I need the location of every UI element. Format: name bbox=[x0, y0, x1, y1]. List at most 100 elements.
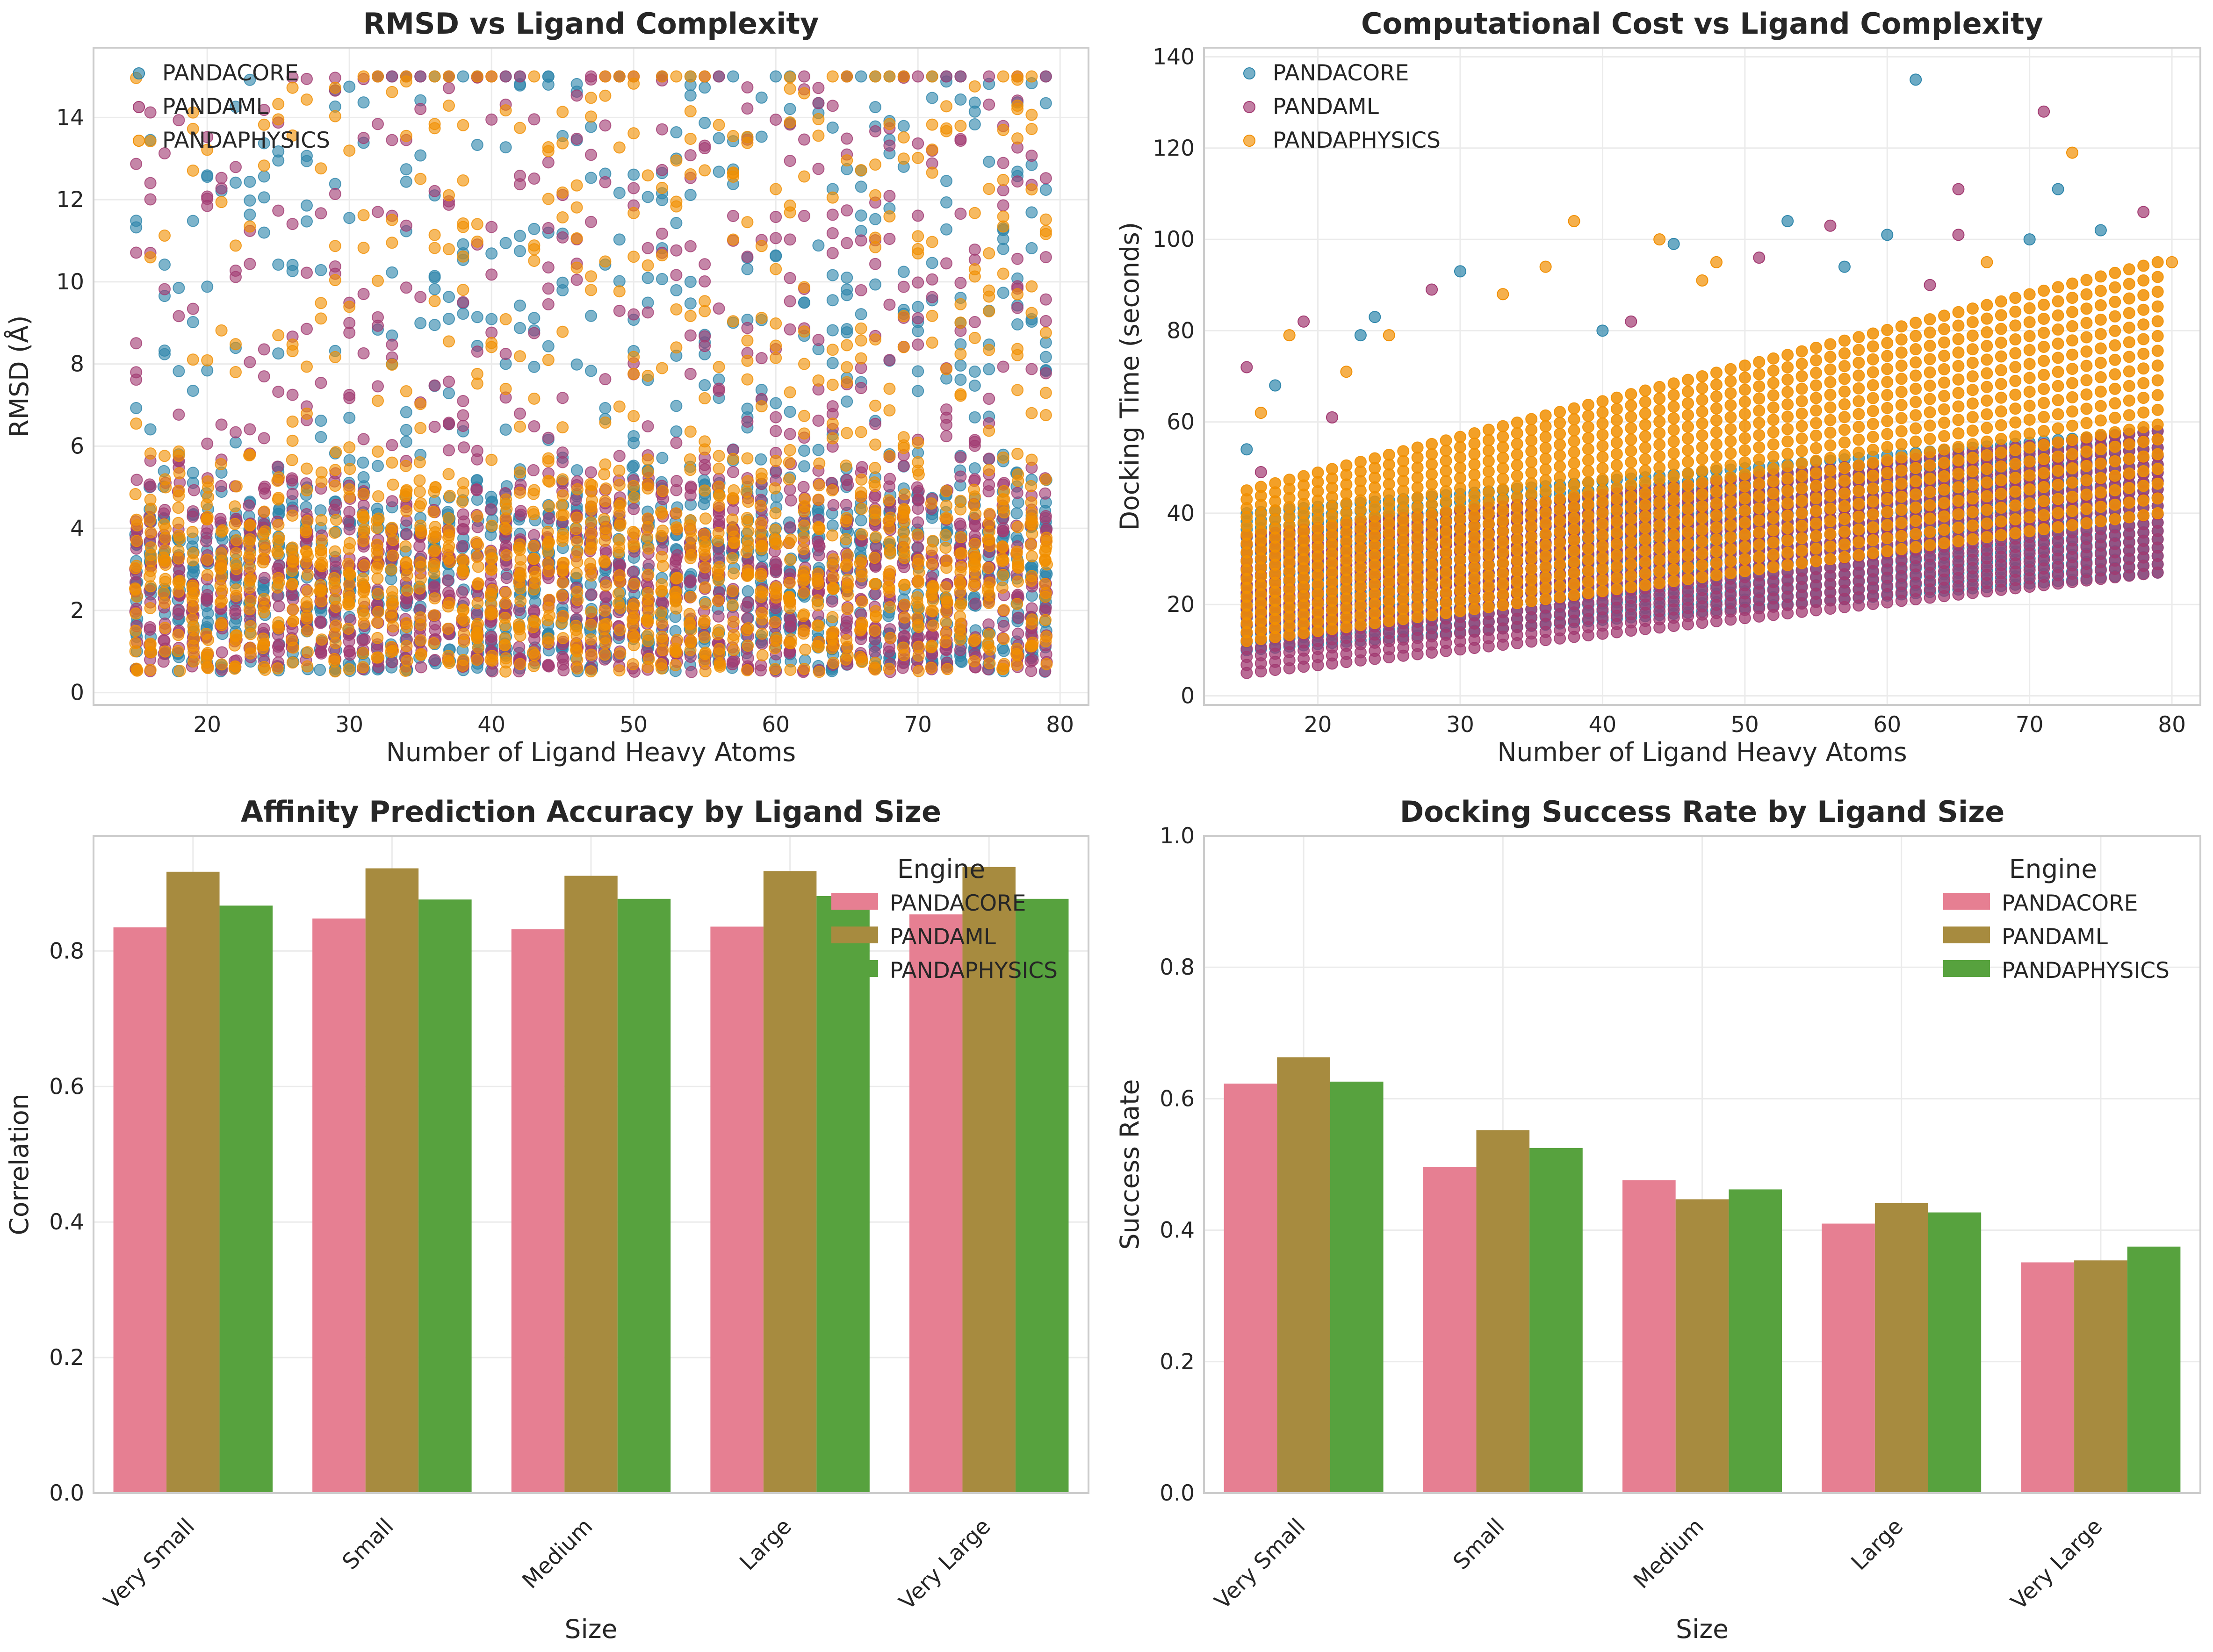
data-point bbox=[1012, 468, 1024, 481]
x-tick-label: 70 bbox=[904, 712, 932, 738]
data-point bbox=[798, 519, 810, 532]
data-point bbox=[130, 560, 143, 572]
data-point bbox=[656, 485, 669, 497]
data-point bbox=[457, 395, 469, 407]
data-point bbox=[811, 639, 824, 652]
data-point bbox=[884, 632, 897, 644]
data-point bbox=[983, 657, 996, 670]
data-point bbox=[727, 644, 740, 656]
data-point bbox=[201, 661, 214, 674]
data-point bbox=[570, 261, 583, 274]
data-point bbox=[656, 560, 669, 572]
data-point bbox=[940, 485, 952, 497]
data-point bbox=[372, 319, 384, 332]
data-point bbox=[670, 507, 683, 520]
data-point bbox=[769, 537, 782, 550]
data-point bbox=[428, 122, 441, 135]
data-point bbox=[229, 517, 241, 530]
data-point bbox=[727, 209, 739, 222]
data-point bbox=[954, 359, 967, 372]
data-point bbox=[613, 575, 626, 588]
data-point bbox=[784, 483, 796, 496]
data-point bbox=[599, 637, 612, 650]
data-point bbox=[258, 606, 270, 618]
data-point bbox=[939, 529, 952, 541]
data-point bbox=[826, 100, 839, 112]
data-point bbox=[939, 616, 952, 629]
data-point bbox=[826, 227, 839, 239]
y-tick-label: 8 bbox=[70, 352, 84, 377]
data-point bbox=[912, 365, 924, 378]
data-point bbox=[230, 271, 242, 283]
data-point bbox=[315, 297, 327, 309]
data-point bbox=[699, 598, 712, 611]
data-point bbox=[599, 176, 612, 188]
data-point bbox=[201, 438, 214, 450]
data-point bbox=[813, 479, 825, 492]
data-point bbox=[556, 231, 569, 244]
data-point bbox=[159, 573, 172, 585]
data-point bbox=[613, 664, 626, 677]
data-point bbox=[968, 518, 981, 531]
data-point bbox=[244, 423, 256, 436]
data-point bbox=[458, 614, 470, 627]
data-point bbox=[200, 535, 213, 547]
data-point bbox=[215, 196, 228, 208]
data-point bbox=[785, 494, 797, 507]
data-point bbox=[684, 464, 697, 476]
data-point bbox=[457, 409, 469, 422]
data-point bbox=[869, 213, 881, 225]
data-point bbox=[1025, 496, 1038, 509]
data-point bbox=[841, 474, 853, 486]
data-point bbox=[414, 317, 427, 330]
data-point bbox=[911, 528, 924, 541]
data-point bbox=[1025, 512, 1038, 525]
data-point bbox=[699, 648, 711, 661]
data-point bbox=[784, 272, 796, 284]
data-point bbox=[613, 479, 626, 491]
data-point bbox=[684, 576, 696, 589]
data-point bbox=[642, 478, 654, 491]
data-point bbox=[187, 505, 199, 517]
data-point bbox=[826, 432, 839, 445]
data-point bbox=[912, 493, 924, 506]
data-point bbox=[584, 633, 597, 646]
data-point bbox=[329, 464, 341, 476]
data-point bbox=[529, 566, 541, 578]
data-point bbox=[897, 152, 910, 165]
data-point bbox=[528, 223, 541, 235]
data-point bbox=[898, 579, 910, 591]
data-point bbox=[258, 137, 270, 150]
data-point bbox=[641, 531, 654, 544]
data-point bbox=[230, 101, 242, 113]
data-point bbox=[301, 660, 314, 673]
data-point bbox=[301, 266, 313, 279]
data-point bbox=[471, 218, 483, 230]
data-point bbox=[798, 662, 811, 675]
data-point bbox=[855, 334, 867, 347]
data-point bbox=[385, 611, 398, 624]
data-point bbox=[884, 547, 896, 560]
data-point bbox=[471, 345, 483, 358]
data-point bbox=[983, 183, 995, 195]
data-point bbox=[769, 602, 782, 614]
data-point bbox=[741, 136, 754, 149]
data-point bbox=[855, 209, 867, 222]
data-point bbox=[941, 512, 953, 524]
data-point bbox=[699, 561, 712, 574]
data-point bbox=[273, 600, 285, 612]
data-point bbox=[301, 323, 313, 335]
data-point bbox=[954, 120, 967, 132]
data-point bbox=[244, 533, 256, 546]
data-point bbox=[1012, 627, 1024, 640]
data-point bbox=[926, 273, 938, 286]
data-point bbox=[584, 665, 597, 678]
data-point bbox=[870, 611, 882, 623]
data-point bbox=[898, 488, 911, 501]
data-point bbox=[912, 553, 925, 566]
data-point bbox=[159, 622, 171, 634]
data-point bbox=[315, 264, 327, 276]
data-point bbox=[784, 444, 796, 456]
data-point bbox=[499, 512, 512, 524]
data-point bbox=[443, 418, 455, 431]
